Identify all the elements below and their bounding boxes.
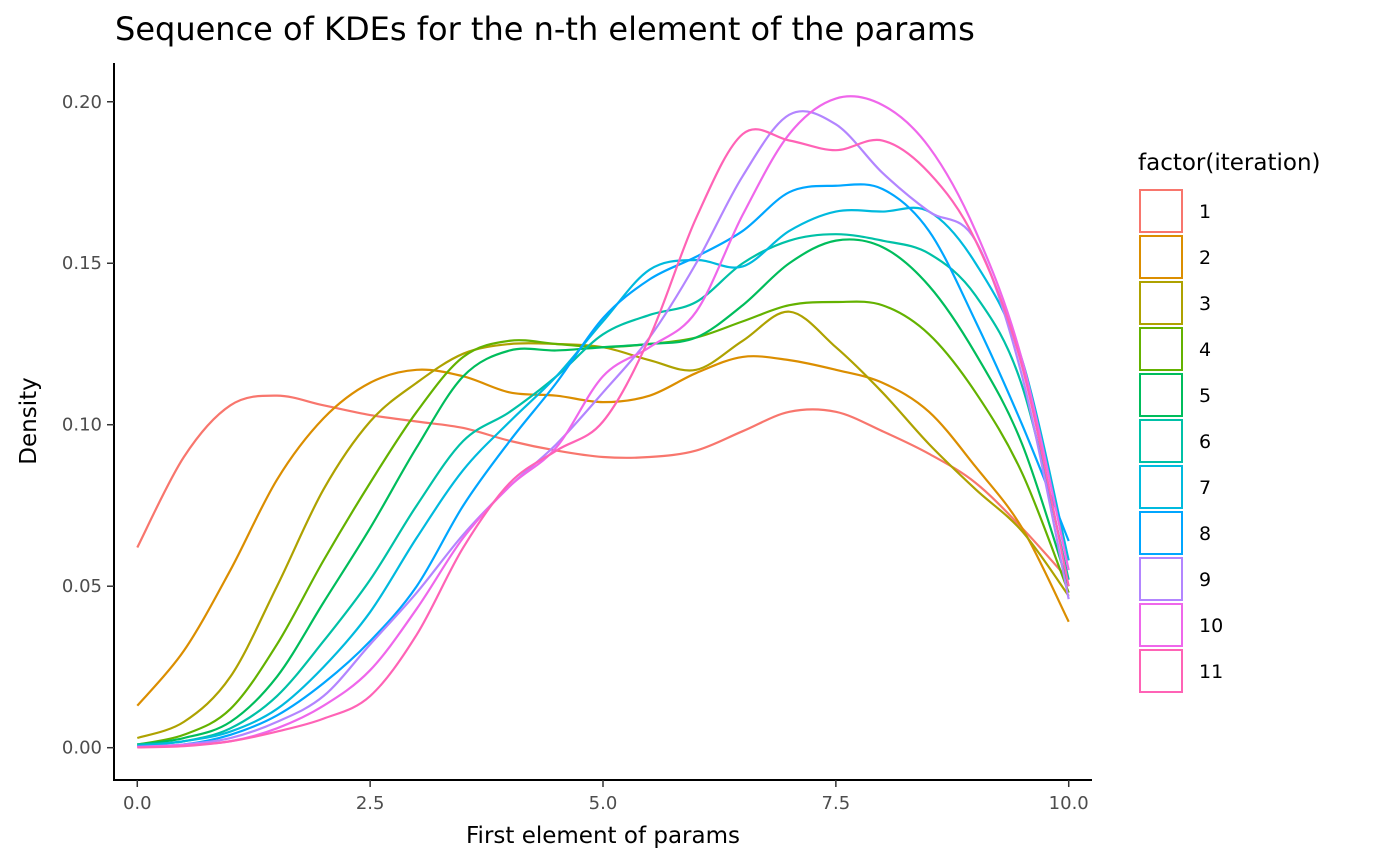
y-tick-label: 0.20 [62,92,102,113]
x-axis-title: First element of params [466,823,740,849]
legend-label-3: 3 [1199,293,1211,315]
series-line-2 [136,355,1070,707]
legend-key-9 [1139,557,1183,601]
legend-key-1 [1139,189,1183,233]
x-tick-label: 5.0 [589,793,618,814]
series-line-7 [137,206,1070,748]
series-line-10 [137,95,1070,749]
legend-label-7: 7 [1199,477,1211,499]
legend-key-11 [1139,649,1183,693]
legend-label-8: 8 [1199,523,1211,545]
legend-label-11: 11 [1199,661,1223,683]
y-tick-label: 0.05 [62,576,102,597]
legend-key-8 [1139,511,1183,555]
series-line-8 [137,183,1070,748]
legend-label-2: 2 [1199,247,1211,269]
y-axis-ticks: 0.00 0.05 0.10 0.15 0.20 [62,92,114,759]
legend-label-10: 10 [1199,615,1223,637]
chart-title: Sequence of KDEs for the n-th element of… [115,10,975,48]
x-tick-label: 2.5 [356,793,385,814]
y-tick-label: 0.00 [62,738,102,759]
legend-label-9: 9 [1199,569,1211,591]
x-tick-label: 7.5 [822,793,851,814]
legend: factor(iteration) 1 2 3 4 5 6 7 8 9 10 11 [1138,150,1321,693]
series-line-6 [137,233,1070,746]
legend-key-4 [1139,327,1183,371]
x-axis-ticks: 0.0 2.5 5.0 7.5 10.0 [123,780,1089,814]
legend-key-2 [1139,235,1183,279]
legend-label-4: 4 [1199,339,1211,361]
legend-items: 1 2 3 4 5 6 7 8 9 10 11 [1139,189,1223,693]
series-line-11 [137,128,1070,749]
legend-label-1: 1 [1199,201,1211,223]
y-tick-label: 0.10 [62,415,102,436]
legend-key-5 [1139,373,1183,417]
legend-key-6 [1139,419,1183,463]
series-line-9 [137,110,1070,748]
series-line-1 [136,394,1070,581]
legend-key-7 [1139,465,1183,509]
y-axis-title: Density [16,377,42,464]
legend-title: factor(iteration) [1138,150,1321,176]
x-tick-label: 0.0 [123,793,152,814]
legend-label-6: 6 [1199,431,1211,453]
y-tick-label: 0.15 [62,253,102,274]
plot-area [136,95,1070,749]
legend-key-3 [1139,281,1183,325]
legend-label-5: 5 [1199,385,1211,407]
x-tick-label: 10.0 [1049,793,1089,814]
legend-key-10 [1139,603,1183,647]
series-line-5 [137,238,1070,746]
